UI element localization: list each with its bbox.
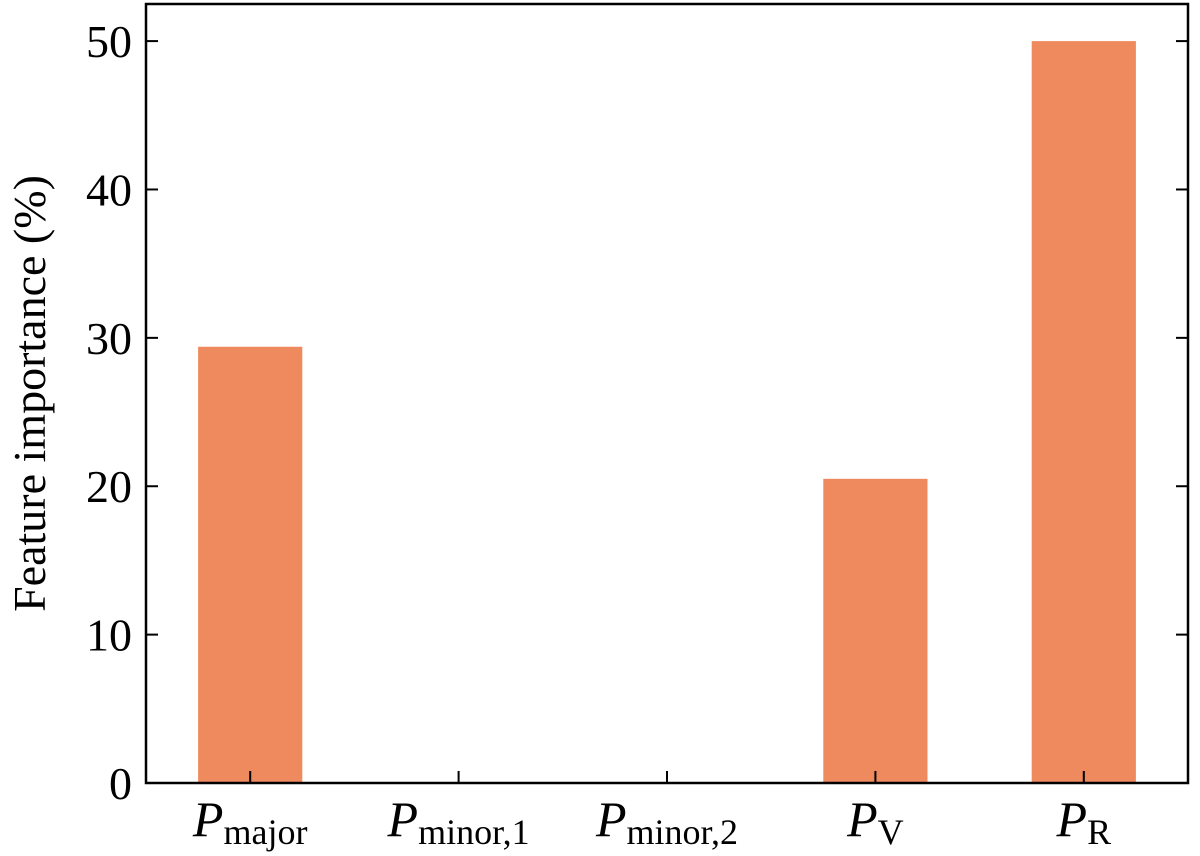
y-tick-label-4: 40 [86, 164, 132, 215]
bar-0 [198, 346, 303, 783]
y-tick-label-2: 20 [86, 461, 132, 512]
bar-4 [1031, 41, 1136, 784]
x-tick-label-0: Pmajor [192, 791, 308, 852]
y-tick-label-5: 50 [86, 16, 132, 67]
x-tick-label-3: PV [846, 791, 904, 852]
y-tick-labels: 0 10 20 30 40 50 [86, 16, 132, 809]
bar-3 [823, 478, 928, 783]
x-tick-labels: Pmajor Pminor,1 Pminor,2 PV PR [192, 791, 1111, 852]
x-tick-label-2: Pminor,2 [595, 791, 738, 852]
y-tick-label-3: 30 [86, 313, 132, 364]
y-axis-label: Feature importance (%) [4, 175, 55, 612]
y-tick-label-1: 10 [86, 610, 132, 661]
x-tick-label-1: Pminor,1 [387, 791, 530, 852]
plot-frame [144, 2, 1190, 785]
y-tick-label-0: 0 [109, 758, 132, 809]
bars-group [198, 41, 1136, 784]
x-tick-label-4: PR [1056, 791, 1112, 852]
